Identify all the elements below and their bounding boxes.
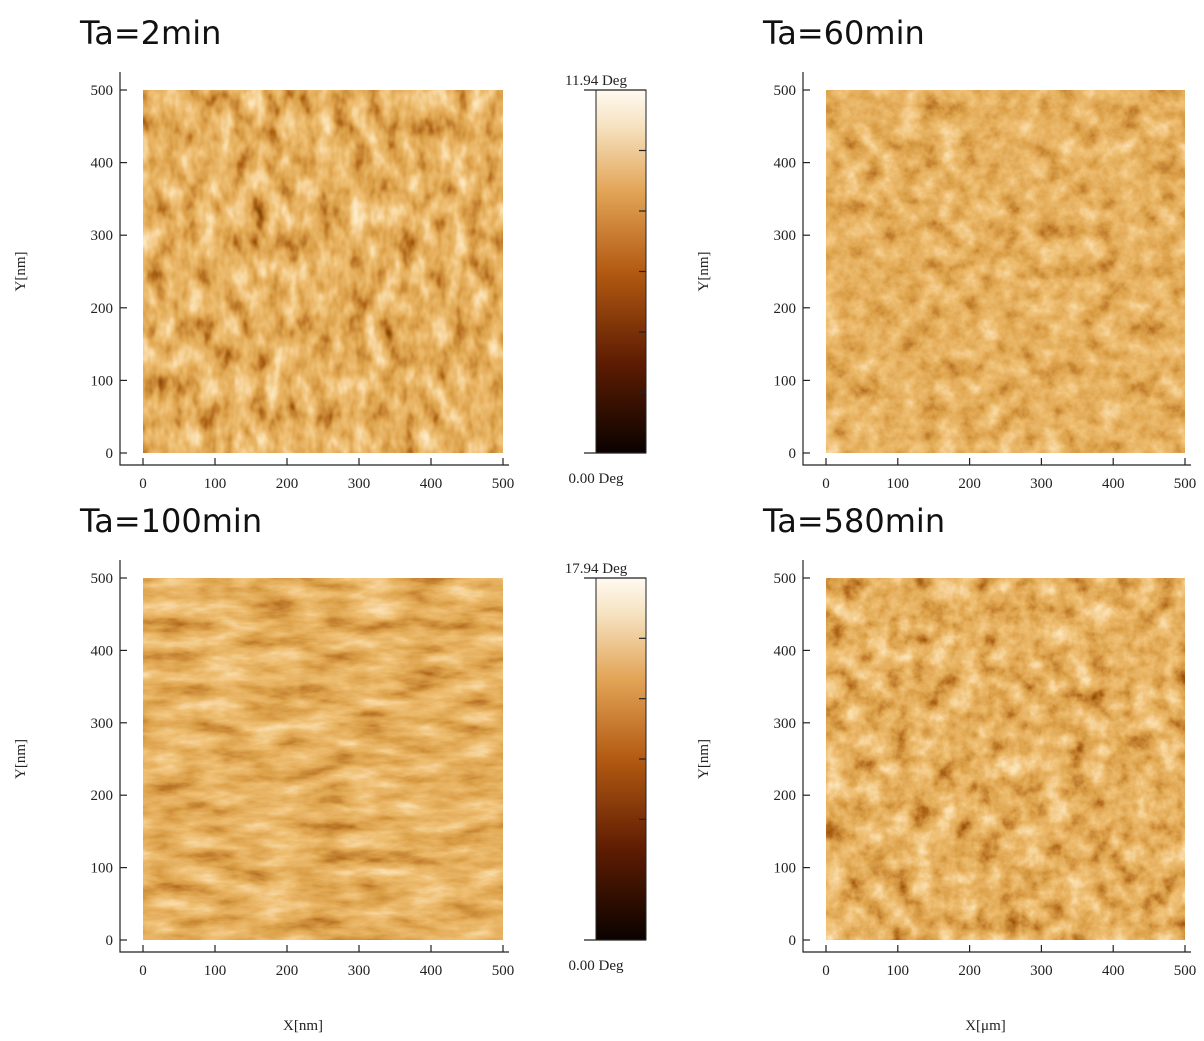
x-tick-label: 200 xyxy=(958,476,981,492)
y-tick-label: 300 xyxy=(91,716,114,732)
x-tick-label: 0 xyxy=(822,476,830,492)
colorbar-label: 11.94 Deg xyxy=(565,73,627,89)
afm-image xyxy=(143,578,503,940)
panel-title: Ta=2min xyxy=(79,14,221,52)
x-tick-label: 400 xyxy=(420,963,443,979)
x-tick-label: 200 xyxy=(276,963,299,979)
x-axis-label: X[nm] xyxy=(283,1018,323,1034)
x-tick-label: 200 xyxy=(958,963,981,979)
colorbar xyxy=(595,577,647,941)
panel-title: Ta=60min xyxy=(762,14,925,52)
x-tick-label: 400 xyxy=(1102,963,1125,979)
afm-image xyxy=(143,90,503,453)
y-tick-label: 100 xyxy=(91,373,114,389)
colorbar-label: 0.00 Deg xyxy=(569,958,624,974)
colorbar xyxy=(595,89,647,454)
x-tick-label: 100 xyxy=(204,476,227,492)
x-tick-label: 200 xyxy=(276,476,299,492)
panel-title: Ta=580min xyxy=(762,502,945,540)
x-tick-label: 500 xyxy=(1174,476,1197,492)
x-tick-label: 500 xyxy=(492,476,515,492)
y-tick-label: 300 xyxy=(91,228,114,244)
x-tick-label: 500 xyxy=(492,963,515,979)
x-axis-label: X[μm] xyxy=(965,1018,1006,1034)
y-tick-label: 400 xyxy=(774,643,797,659)
y-tick-label: 400 xyxy=(91,156,114,172)
y-tick-label: 0 xyxy=(789,933,797,949)
y-tick-label: 200 xyxy=(91,301,114,317)
y-tick-label: 0 xyxy=(789,446,797,462)
axes xyxy=(119,560,509,953)
y-tick-label: 0 xyxy=(106,933,114,949)
x-tick-label: 0 xyxy=(139,476,147,492)
axes xyxy=(119,72,509,466)
y-axis-label: Y[nm] xyxy=(696,252,712,292)
y-tick-label: 300 xyxy=(774,716,797,732)
y-axis-label: Y[nm] xyxy=(696,739,712,779)
afm-image xyxy=(826,90,1185,453)
y-tick-label: 100 xyxy=(774,373,797,389)
x-tick-label: 500 xyxy=(1174,963,1197,979)
panel-title: Ta=100min xyxy=(79,502,262,540)
colorbar-label: 0.00 Deg xyxy=(569,471,624,487)
y-axis-label: Y[nm] xyxy=(13,739,29,779)
y-tick-label: 200 xyxy=(774,788,797,804)
y-tick-label: 100 xyxy=(774,861,797,877)
y-tick-label: 500 xyxy=(91,571,114,587)
y-tick-label: 500 xyxy=(774,571,797,587)
x-tick-label: 100 xyxy=(887,476,910,492)
x-tick-label: 300 xyxy=(348,476,371,492)
afm-image xyxy=(826,578,1185,940)
y-tick-label: 200 xyxy=(774,301,797,317)
y-tick-label: 0 xyxy=(106,446,114,462)
x-tick-label: 0 xyxy=(822,963,830,979)
axes xyxy=(802,72,1191,466)
colorbar-label: 17.94 Deg xyxy=(565,561,628,577)
y-tick-label: 100 xyxy=(91,861,114,877)
y-tick-label: 300 xyxy=(774,228,797,244)
x-tick-label: 400 xyxy=(420,476,443,492)
x-tick-label: 0 xyxy=(139,963,147,979)
x-tick-label: 400 xyxy=(1102,476,1125,492)
y-tick-label: 500 xyxy=(91,83,114,99)
y-tick-label: 200 xyxy=(91,788,114,804)
y-tick-label: 400 xyxy=(774,156,797,172)
x-tick-label: 300 xyxy=(1030,476,1053,492)
axes xyxy=(802,560,1191,953)
y-axis-label: Y[nm] xyxy=(13,252,29,292)
y-tick-label: 500 xyxy=(774,83,797,99)
y-tick-label: 400 xyxy=(91,643,114,659)
x-tick-label: 300 xyxy=(1030,963,1053,979)
x-tick-label: 100 xyxy=(204,963,227,979)
x-tick-label: 300 xyxy=(348,963,371,979)
x-tick-label: 100 xyxy=(887,963,910,979)
